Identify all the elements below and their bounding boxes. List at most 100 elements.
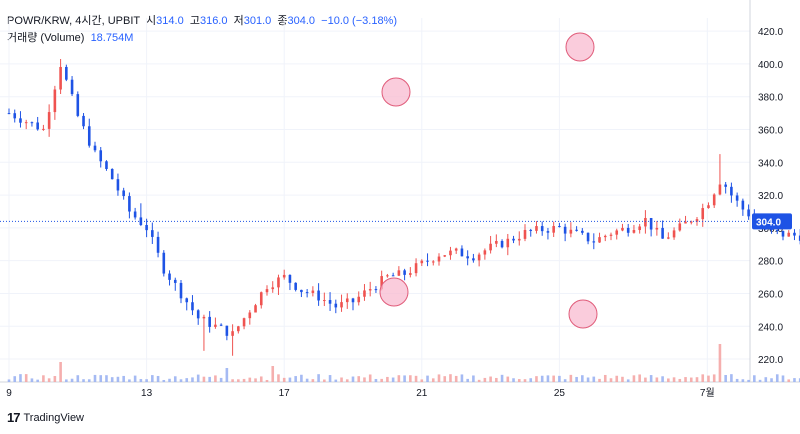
candle-body — [357, 296, 361, 303]
candle-body — [397, 270, 401, 276]
candle-body — [288, 274, 292, 283]
volume-bar — [59, 362, 62, 382]
volume-bar — [265, 379, 269, 382]
candle-body — [724, 184, 727, 187]
volume-bar — [443, 376, 447, 382]
y-tick-label: 240.0 — [758, 322, 783, 333]
candle-body — [506, 238, 510, 248]
open-value: 314.0 — [156, 15, 184, 27]
candle-body — [351, 298, 355, 303]
last-price-label: 304.0 — [756, 217, 781, 228]
volume-bar — [770, 378, 773, 382]
candle-body — [655, 227, 659, 230]
volume-bar — [82, 379, 85, 382]
candle-body — [575, 229, 578, 231]
x-tick-label: 7월 — [700, 387, 715, 399]
volume-bar — [483, 377, 487, 382]
volume-bar — [380, 378, 383, 382]
candle-body — [781, 230, 785, 237]
candle-body — [426, 260, 429, 262]
candle-body — [500, 240, 504, 248]
candle-body — [248, 312, 252, 319]
candle-body — [661, 227, 664, 239]
close-value: 304.0 — [287, 15, 316, 27]
candle-body — [328, 300, 332, 304]
volume-bar — [649, 375, 653, 382]
volume-bar — [403, 375, 406, 382]
candle-body — [512, 238, 515, 241]
volume-bar — [707, 375, 710, 382]
volume-bar — [764, 377, 768, 382]
volume-bar — [156, 375, 160, 382]
brand-logo[interactable]: 17 TradingView — [7, 410, 84, 425]
candle-body — [712, 194, 716, 206]
volume-bar — [277, 374, 280, 382]
candle-body — [701, 208, 705, 220]
candle-body — [237, 326, 240, 332]
volume-bar — [357, 376, 361, 382]
candle-body — [546, 231, 550, 233]
candle-body — [265, 289, 269, 293]
volume-bar — [426, 375, 429, 382]
candle-body — [380, 276, 383, 290]
candle-body — [540, 226, 544, 232]
volume-bar — [747, 379, 750, 382]
candle-body — [443, 255, 447, 257]
y-tick-label: 400.0 — [758, 60, 783, 71]
volume-bar — [202, 376, 206, 382]
candle-body — [323, 300, 326, 302]
candle-body — [219, 324, 223, 326]
candle-body — [787, 232, 791, 237]
candle-body — [345, 298, 349, 303]
candle-body — [110, 168, 114, 180]
low-value: 301.0 — [243, 15, 272, 27]
volume-bar — [701, 374, 705, 382]
volume-bar — [271, 366, 275, 382]
volume-bar — [323, 379, 326, 382]
volume-bar — [300, 374, 303, 382]
volume-bar — [93, 374, 97, 382]
volume-bar — [472, 375, 475, 382]
volume-bar — [781, 375, 785, 382]
volume-bar — [225, 368, 229, 382]
volume-bar — [162, 379, 166, 382]
candle-body — [477, 254, 481, 261]
candle-body — [730, 186, 733, 196]
candle-body — [145, 224, 148, 231]
volume-bar — [535, 376, 538, 382]
candle-body — [65, 66, 68, 80]
candle-body — [391, 275, 395, 277]
candle-body — [128, 196, 131, 212]
volume-bar — [363, 377, 366, 382]
candle-body — [7, 113, 11, 115]
candle-body — [472, 258, 475, 261]
volume-bar — [36, 379, 39, 382]
candle-body — [678, 223, 682, 231]
volume-bar — [454, 375, 458, 382]
volume-bar — [391, 377, 395, 382]
candle-body — [483, 250, 487, 255]
volume-bar — [13, 376, 17, 382]
volume-bar — [259, 376, 263, 382]
y-tick-label: 220.0 — [758, 355, 783, 366]
volume-bar — [168, 378, 171, 382]
candle-body — [305, 292, 309, 294]
volume-bar — [592, 376, 596, 382]
candle-body — [649, 217, 653, 230]
candle-body — [139, 217, 143, 225]
candle-body — [47, 112, 51, 129]
volume-bar — [128, 379, 131, 382]
candle-body — [105, 161, 108, 169]
volume-bar — [517, 379, 521, 382]
candle-body — [689, 221, 693, 223]
candle-body — [242, 318, 246, 327]
highlight-marker-4 — [568, 299, 598, 329]
candle-body — [36, 122, 39, 130]
candle-body — [30, 122, 34, 124]
volume-bar — [775, 374, 779, 382]
candle-body — [747, 209, 750, 217]
candle-body — [116, 179, 120, 191]
volume-bar — [529, 378, 533, 382]
candle-body — [798, 235, 800, 241]
